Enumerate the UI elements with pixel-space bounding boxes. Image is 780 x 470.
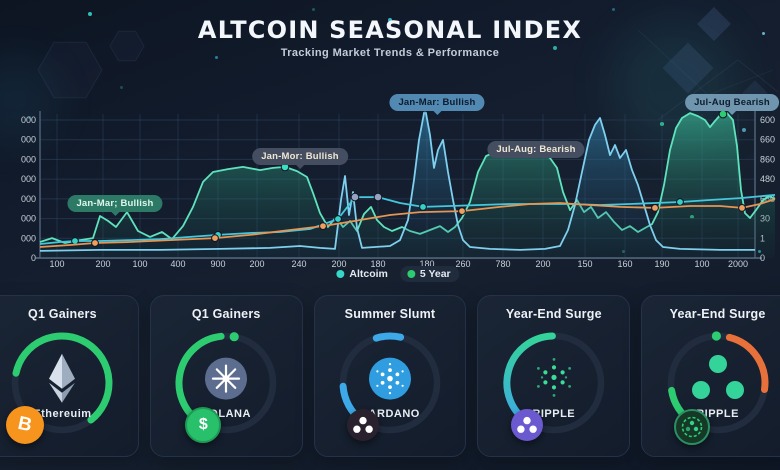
x-axis-label: 400 [170,259,186,269]
x-axis-label: 150 [577,259,593,269]
x-axis-label: 100 [132,259,148,269]
x-axis-label: 900 [210,259,226,269]
ethereum-logo [45,352,79,404]
gauge-dot [229,332,239,342]
ripple-logo [689,353,747,403]
gauge-label: RIPPLE [696,408,739,420]
cardano-logo [368,357,412,401]
card-title: Summer Slumt [344,307,436,321]
svg-text:000: 000 [21,115,36,125]
chart-legend: Altcoim 5 Year [336,266,460,282]
decor-dot [215,56,218,59]
legend-label: 5 Year [419,268,451,280]
x-axis-label: 160 [617,259,633,269]
ripple-coin-dark-icon [347,409,380,442]
coin-glyph: B [15,412,34,437]
coin-green-icon [673,408,710,445]
svg-text:660: 660 [760,135,775,145]
cardano-dots [526,349,582,405]
dollar-coin-icon: $ [185,406,222,443]
x-axis-label: 200 [249,259,265,269]
svg-text:000: 000 [21,154,36,164]
card-title: Year-End Surge [505,307,602,321]
chart-annotation: Jul-Aug: Bearish [487,141,585,158]
gauge-label: CARDANO [360,408,420,420]
chart-annotation: Jan-Mar; Bullish [67,195,163,212]
decor-dot [553,46,557,50]
header: ALTCOIN SEASONAL INDEX Tracking Market T… [0,16,780,59]
page-subtitle: Tracking Market Trends & Performance [280,47,500,59]
chart-annotation: Jan-Mor: Bullish [252,148,348,165]
decor-dot [388,18,392,22]
x-axis-label: 240 [291,259,307,269]
legend-dot-green [406,270,415,278]
gauge: Ethereuim B [0,321,124,445]
decor-dot [660,122,664,126]
decor-dot [312,8,315,11]
chart-canvas: 0000000000000000000000600660860480680301… [21,103,776,263]
svg-text:480: 480 [760,174,775,184]
legend-dot-teal [336,270,345,278]
seasonal-card: Summer Slumt CARDANO [313,295,467,457]
gauge: SOLANA $ [164,321,288,445]
svg-text:000: 000 [21,135,36,145]
svg-text:000: 000 [21,233,36,243]
seasonal-card: Q1 Gainers Ethereuim B [0,295,139,457]
card-title: Year-End Surge [669,307,766,321]
svg-text:0: 0 [31,253,36,263]
decor-dot [762,32,765,35]
x-axis-label: 180 [370,259,386,269]
seasonal-index-chart: 0000000000000000000000600660860480680301… [0,85,780,263]
x-axis-label: 200 [95,259,111,269]
seasonal-cards: Q1 Gainers Ethereuim B Q1 Gainers SOLANA $ Sum… [0,295,780,457]
x-axis-label: 190 [654,259,670,269]
gauge: RIPPLE [492,321,616,445]
svg-text:000: 000 [21,194,36,204]
decor-dot [120,86,123,89]
gauge: RIPPLE [656,321,780,445]
gauge-dot [711,331,721,341]
gauge-arc [725,333,769,393]
gauge-dial [12,332,113,434]
svg-text:000: 000 [21,174,36,184]
svg-text:600: 600 [760,115,775,125]
legend-item-altcoin[interactable]: Altcoim [336,268,388,280]
bitcoin-coin-icon: B [5,405,44,444]
svg-text:860: 860 [760,154,775,164]
x-axis-label: 2000 [727,259,749,269]
gauge-label: SOLANA [201,408,251,420]
page-title: ALTCOIN SEASONAL INDEX [197,16,583,44]
seasonal-card: Q1 Gainers SOLANA $ [149,295,303,457]
gauge-arc [372,332,405,342]
decor-dot [612,8,615,11]
decor-dot [28,116,31,119]
x-axis-label: 200 [331,259,347,269]
seasonal-card: Year-End Surge RIPPLE [641,295,780,457]
legend-label: Altcoim [349,268,388,280]
seasonal-card: Year-End Surge RIPPLE [477,295,631,457]
x-axis-label: 100 [49,259,65,269]
decor-dot [742,128,746,132]
gauge-label: Ethereuim [33,408,92,420]
coin-glyph: $ [198,415,208,433]
legend-item-5year[interactable]: 5 Year [399,266,460,282]
card-title: Q1 Gainers [191,307,261,321]
gauge: CARDANO [328,321,452,445]
card-title: Q1 Gainers [28,307,97,321]
x-axis-label: 100 [694,259,710,269]
ripple-coin-purple-icon [511,409,544,442]
x-axis-label: 180 [419,259,435,269]
x-axis-label: 780 [495,259,511,269]
solana-logo [204,357,248,401]
gauge-label: RIPPLE [532,408,576,420]
svg-text:000: 000 [21,214,36,224]
chart-annotation: Jan-Mar: Bullish [389,94,485,111]
x-axis-label: 200 [535,259,551,269]
gauge-arc [12,332,113,424]
chart-annotation: Jul-Aug Bearish [685,94,779,111]
x-axis-label: 260 [455,259,471,269]
decor-dot [88,12,92,16]
x-axis: 100 200 100 400 900 200 240 200 180 180 260 780 200 1… [0,259,780,275]
